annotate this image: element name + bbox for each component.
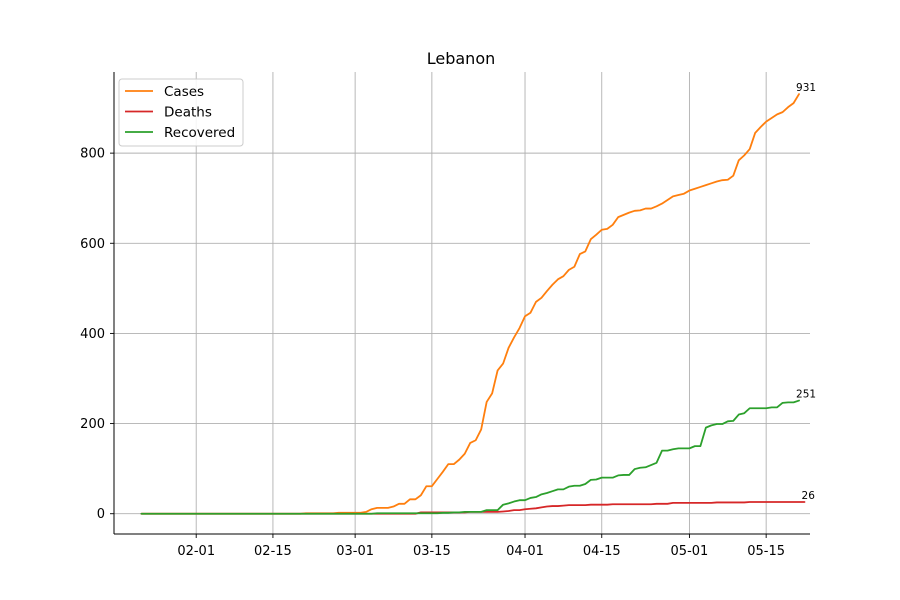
y-tick-label: 200	[80, 417, 105, 432]
x-tick-label: 05-01	[671, 544, 709, 559]
grid	[114, 72, 810, 534]
x-tick-label: 02-15	[254, 544, 292, 559]
legend-box	[118, 78, 244, 147]
y-tick-label: 400	[80, 327, 105, 342]
x-tick-label: 04-15	[583, 544, 621, 559]
end-label-cases: 931	[796, 82, 816, 94]
series-lines	[140, 93, 806, 515]
y-axis-ticks: 0 200 400 600 800	[80, 147, 114, 522]
legend-label-cases: Cases	[164, 84, 204, 100]
y-tick-label: 0	[97, 507, 105, 522]
legend-label-recovered: Recovered	[164, 125, 235, 141]
x-axis-ticks: 02-01 02-15 03-01 03-15 04-01 04-15 05-01 05-15	[177, 534, 785, 559]
y-tick-label: 800	[80, 147, 105, 162]
series-line-recovered	[140, 399, 800, 515]
legend-label-deaths: Deaths	[164, 105, 212, 121]
x-tick-label: 04-01	[506, 544, 544, 559]
x-tick-label: 05-15	[747, 544, 785, 559]
legend-items: Cases Deaths Recovered	[125, 84, 235, 141]
x-tick-label: 03-01	[336, 544, 374, 559]
x-tick-label: 02-01	[177, 544, 215, 559]
x-tick-label: 03-15	[413, 544, 451, 559]
axes	[113, 72, 810, 535]
legend: Cases Deaths Recovered	[118, 78, 244, 147]
series-line-cases	[140, 93, 800, 515]
end-label-recovered: 251	[796, 389, 816, 401]
end-label-deaths: 26	[802, 490, 816, 502]
chart-title: Lebanon	[427, 49, 496, 68]
y-tick-label: 600	[80, 237, 105, 252]
end-labels: 931 26 251	[796, 82, 816, 502]
